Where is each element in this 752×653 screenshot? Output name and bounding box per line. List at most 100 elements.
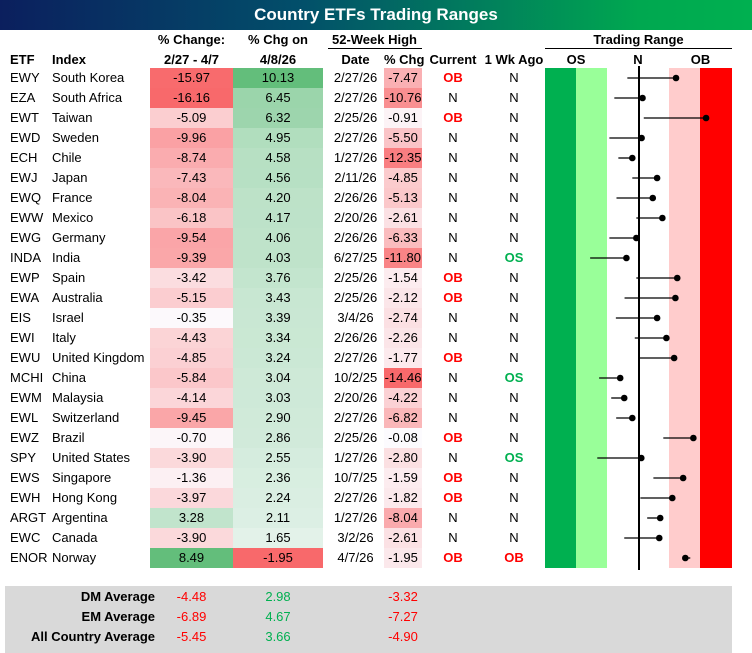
day-change-cell: 2.11 xyxy=(233,508,323,528)
index-name: Singapore xyxy=(52,470,112,485)
current-status: N xyxy=(448,150,458,165)
header-high-date: Date xyxy=(341,52,370,67)
pct-change-cell: -3.97 xyxy=(150,488,233,508)
day-change-cell: 4.56 xyxy=(233,168,323,188)
header-os: OS xyxy=(566,52,586,67)
index-name: Japan xyxy=(52,170,88,185)
average-from-high: -7.27 xyxy=(388,609,418,624)
index-name: Mexico xyxy=(52,210,94,225)
index-name: Israel xyxy=(52,310,84,325)
current-status: N xyxy=(448,210,458,225)
from-high-cell: -1.95 xyxy=(384,548,422,568)
day-change-cell: 1.65 xyxy=(233,528,323,548)
high-date-cell: 2/27/26 xyxy=(333,490,378,505)
high-date-cell: 2/27/26 xyxy=(333,350,378,365)
range-dot-EWP xyxy=(673,274,681,282)
etf-ticker: EWD xyxy=(10,130,41,145)
current-status: OB xyxy=(443,350,463,365)
etf-ticker: EWJ xyxy=(10,170,38,185)
day-change-cell: 2.90 xyxy=(233,408,323,428)
week-ago-status: N xyxy=(509,290,519,305)
high-date-cell: 2/27/26 xyxy=(333,70,378,85)
week-ago-status: N xyxy=(509,310,519,325)
range-dot-EWM xyxy=(620,394,628,402)
current-status: OB xyxy=(443,430,463,445)
header-day-bottom: 4/8/26 xyxy=(259,52,297,67)
header-ob: OB xyxy=(690,52,711,67)
high-date-cell: 2/25/26 xyxy=(333,270,378,285)
header-chg-bottom: 2/27 - 4/7 xyxy=(164,52,219,67)
etf-ticker: EWY xyxy=(10,70,40,85)
week-ago-status: N xyxy=(509,70,519,85)
index-name: Taiwan xyxy=(52,110,93,125)
pct-change-cell: -1.36 xyxy=(150,468,233,488)
day-change-cell: 2.86 xyxy=(233,428,323,448)
pct-change-cell: -4.14 xyxy=(150,388,233,408)
average-label: All Country Average xyxy=(30,629,155,644)
current-status: OB xyxy=(443,490,463,505)
week-ago-status: N xyxy=(509,230,519,245)
average-from-high: -4.90 xyxy=(388,629,418,644)
high-date-cell: 3/4/26 xyxy=(337,310,374,325)
pct-change-cell: -8.74 xyxy=(150,148,233,168)
from-high-cell: -6.33 xyxy=(384,228,422,248)
average-label: DM Average xyxy=(80,589,155,604)
etf-ticker: EZA xyxy=(10,90,36,105)
week-ago-status: OS xyxy=(504,370,524,385)
os-dark-band xyxy=(545,68,576,568)
week-ago-status: N xyxy=(509,110,519,125)
header-high-chg: % Chg xyxy=(384,52,425,67)
pct-change-cell: -9.96 xyxy=(150,128,233,148)
from-high-cell: -4.85 xyxy=(384,168,422,188)
range-dot-EWC xyxy=(655,534,663,542)
ob-light-band xyxy=(669,68,700,568)
pct-change-cell: -7.43 xyxy=(150,168,233,188)
day-change-cell: 3.76 xyxy=(233,268,323,288)
day-change-cell: 3.03 xyxy=(233,388,323,408)
etf-ticker: EWG xyxy=(10,230,42,245)
etf-ticker: ENOR xyxy=(10,550,48,565)
index-name: United Kingdom xyxy=(52,350,145,365)
average-chg: -4.48 xyxy=(176,589,207,604)
current-status: OB xyxy=(443,470,463,485)
high-date-cell: 1/27/26 xyxy=(333,450,378,465)
pct-change-cell: -3.90 xyxy=(150,448,233,468)
high-date-cell: 2/25/26 xyxy=(333,290,378,305)
from-high-cell: -8.04 xyxy=(384,508,422,528)
from-high-cell: -5.50 xyxy=(384,128,422,148)
average-from-high: -3.32 xyxy=(388,589,418,604)
high-date-cell: 10/7/25 xyxy=(333,470,378,485)
index-name: Canada xyxy=(52,530,98,545)
high-date-cell: 1/27/26 xyxy=(333,510,378,525)
week-ago-status: OB xyxy=(504,550,524,565)
high-date-cell: 2/25/26 xyxy=(333,430,378,445)
high-date-cell: 2/26/26 xyxy=(333,330,378,345)
high-date-cell: 2/11/26 xyxy=(334,170,377,185)
day-change-cell: 3.34 xyxy=(233,328,323,348)
from-high-cell: -2.74 xyxy=(384,308,422,328)
range-dot-EWD xyxy=(638,134,645,142)
range-dot-INDA xyxy=(623,254,630,262)
day-change-cell: 3.39 xyxy=(233,308,323,328)
from-high-cell: -1.59 xyxy=(384,468,422,488)
pct-change-cell: -3.42 xyxy=(150,268,233,288)
week-ago-status: N xyxy=(509,170,519,185)
etf-ticker: EWT xyxy=(10,110,39,125)
range-dot-MCHI xyxy=(616,374,624,382)
current-status: N xyxy=(448,130,458,145)
etf-ticker: EWP xyxy=(10,270,40,285)
high-date-cell: 2/25/26 xyxy=(333,110,378,125)
current-status: N xyxy=(448,170,458,185)
week-ago-status: N xyxy=(509,150,519,165)
current-status: N xyxy=(448,370,458,385)
range-dot-SPY xyxy=(637,454,645,462)
index-name: Spain xyxy=(52,270,86,285)
pct-change-cell: -0.35 xyxy=(150,308,233,328)
range-dot-EWH xyxy=(668,494,676,502)
from-high-cell: -4.22 xyxy=(384,388,422,408)
range-dot-EIS xyxy=(653,314,661,322)
etf-ticker: EWI xyxy=(10,330,35,345)
index-name: Switzerland xyxy=(52,410,120,425)
from-high-cell: -6.82 xyxy=(384,408,422,428)
index-name: Hong Kong xyxy=(52,490,118,505)
